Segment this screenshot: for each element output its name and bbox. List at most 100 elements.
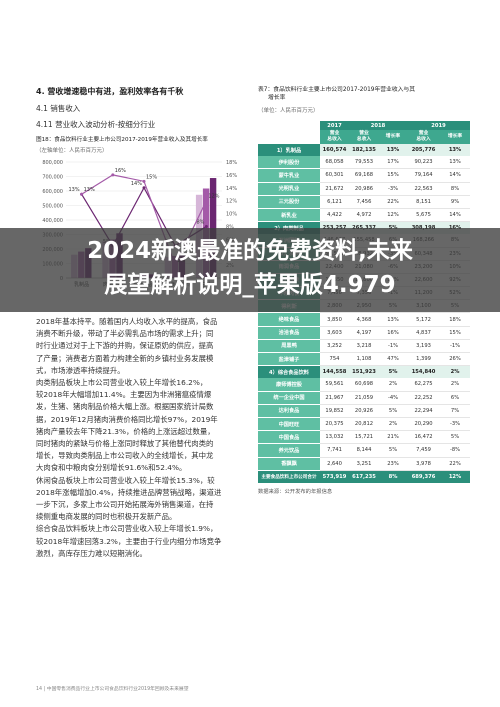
table-cell: 79,164	[407, 168, 441, 183]
table-row: 三元股份 6,121 7,456 22% 8,151 9%	[258, 195, 471, 209]
company-name: 周黑鸭	[258, 339, 320, 354]
table-cell: 26%	[440, 352, 471, 367]
table-row: 1）乳制品 160,574 182,135 13% 205,776 13%	[258, 144, 471, 157]
company-name: 中国食品	[258, 430, 320, 445]
table-cell: 144,558	[320, 365, 349, 379]
table-cell: 9%	[440, 195, 471, 209]
table-cell: 1,108	[349, 352, 379, 367]
year-2018: 2018	[349, 121, 408, 130]
table-row: 达利食品 19,852 20,926 5% 22,294 7%	[258, 404, 471, 418]
table-cell: 20,812	[349, 417, 379, 432]
figure-title: 图18：食品饮料行业主要上市公司2017-2019年营业收入及其增长率	[36, 137, 208, 143]
company-name: 1）乳制品	[258, 144, 320, 157]
body-line: 综合食品饮料板块上市公司营业收入较上年增长1.9%，	[36, 524, 218, 534]
table-cell: 12%	[440, 470, 471, 483]
table-cell: 4,197	[349, 326, 379, 340]
table-row: 中国食品 13,032 15,721 21% 16,472 5%	[258, 430, 471, 445]
headline-overlay	[0, 228, 500, 312]
company-name: 光明乳业	[258, 182, 320, 196]
body-line: 猪肉产量较去年下降21.3%，价格的上涨远超过数量，	[36, 426, 215, 436]
company-name: 中国旺旺	[258, 417, 320, 432]
table-cell: 13%	[440, 156, 471, 170]
table-source: 数据来源：公开发布的年报信息	[258, 488, 333, 495]
table-cell: 5%	[379, 404, 408, 418]
table-cell: 5,172	[407, 312, 441, 327]
table-row: 绝味食品 3,850 4,368 13% 5,172 18%	[258, 312, 471, 327]
body-line: 一步下沉，多家上市公司开始拓展海外销售渠道，在持	[36, 500, 214, 510]
body-line: 续侧重电商发展的同时也积极开发新产品。	[36, 512, 177, 522]
body-line: 消费不断升级，带动了半必需乳品市场的需求上升；同	[36, 329, 214, 339]
table-row: 主要食品饮料上市公司合计 573,919 617,235 8% 689,376 12%	[258, 470, 471, 483]
table-cell: 2,640	[320, 457, 349, 471]
company-name: 养元饮品	[258, 443, 320, 458]
section-title: 4. 营收增速稳中有进，盈利效率各有千秋	[36, 87, 184, 96]
company-name: 香飘飘	[258, 457, 320, 471]
company-name: 盐津铺子	[258, 352, 320, 367]
table-cell: 182,135	[349, 144, 379, 157]
table-cell: -4%	[379, 391, 408, 405]
body-line: 了产量；消费者方面着力构建全新的乡镇村业务发展模	[36, 353, 214, 363]
company-name: 主要食品饮料上市公司合计	[258, 470, 320, 483]
subsection-title: 4.1 销售收入	[36, 104, 81, 113]
table-cell: 18%	[440, 312, 471, 327]
table-cell: 21,672	[320, 182, 349, 196]
table-cell: 13%	[440, 144, 471, 157]
table-cell: 22%	[379, 195, 408, 209]
table-cell: 3,218	[349, 339, 379, 354]
growth-point	[142, 179, 146, 183]
table-cell: 160,574	[320, 144, 349, 157]
table-column-header: 营业 总收入 营业 总收入 增长率 营业 总收入 增长率	[258, 130, 471, 144]
table-cell: 20,375	[320, 417, 349, 432]
table-cell: 4,972	[349, 208, 379, 223]
table-cell: 8,144	[349, 443, 379, 458]
table-cell: 617,235	[349, 470, 379, 483]
table-cell: 14%	[440, 208, 471, 223]
company-name: 新乳业	[258, 208, 320, 223]
growth-data-label: 14%	[131, 181, 142, 187]
table-cell: 22,563	[407, 182, 441, 196]
body-line: 较2018年大幅增加11.4%。主要因为非洲猪瘟疫情爆	[36, 390, 212, 400]
y-axis-tick-label: 400,000	[42, 218, 63, 224]
table-cell: 21%	[379, 430, 408, 445]
table-row: 4）综合食品饮料 144,558 151,923 5% 154,840 2%	[258, 365, 471, 379]
table-cell: 7,456	[349, 195, 379, 209]
table-cell: 7,741	[320, 443, 349, 458]
table-cell: 5,675	[407, 208, 441, 223]
table-cell: 2%	[379, 378, 408, 392]
table-row: 香飘飘 2,640 3,251 23% 3,978 22%	[258, 457, 471, 471]
y2-axis-tick-label: 8%	[226, 224, 234, 230]
table-cell: 3,252	[320, 339, 349, 354]
column-header: 增长率	[440, 130, 471, 144]
table-cell: 60,301	[320, 168, 349, 183]
company-name: 统一企业中国	[258, 391, 320, 405]
table-row: 统一企业中国 21,967 21,059 -4% 22,252 6%	[258, 391, 471, 405]
table-cell: 20,290	[407, 417, 441, 432]
y2-axis-tick-label: 18%	[226, 160, 237, 166]
table-cell: 20,926	[349, 404, 379, 418]
table-cell: 59,561	[320, 378, 349, 392]
table-cell: 16%	[379, 326, 408, 340]
table-cell: 69,168	[349, 168, 379, 183]
y-axis-tick-label: 800,000	[42, 160, 63, 166]
table-row: 周黑鸭 3,252 3,218 -1% 3,193 -1%	[258, 339, 471, 354]
table-title-line-2: 增长率	[268, 95, 286, 101]
body-line: 发，生猪、猪肉制品价格大幅上涨。根据国家统计局数	[36, 402, 214, 412]
table-cell: 6%	[440, 391, 471, 405]
table-year-header: 2017 2018 2019	[258, 121, 471, 130]
table-cell: 22,252	[407, 391, 441, 405]
y2-axis-tick-label: 10%	[226, 212, 237, 218]
table-cell: 4,837	[407, 326, 441, 340]
table-cell: 62,275	[407, 378, 441, 392]
table-cell: 754	[320, 352, 349, 367]
table-cell: 689,376	[407, 470, 441, 483]
table-cell: 3,251	[349, 457, 379, 471]
figure-unit: （左轴单位：人民币百万元）	[36, 148, 108, 154]
company-name: 伊利股份	[258, 156, 320, 170]
body-line: 据，2019年12月猪肉消费价格同比增长97%，2019年	[36, 414, 218, 424]
table-cell: 3,193	[407, 339, 441, 354]
table-cell: 8%	[379, 470, 408, 483]
table-cell: 12%	[379, 208, 408, 223]
page-footer: 14 | 中国零售消费品行业上市公司食品饮料行业2019年回顾及未来展望	[36, 687, 189, 692]
table-unit: （单位：人民币百万元）	[258, 108, 319, 114]
